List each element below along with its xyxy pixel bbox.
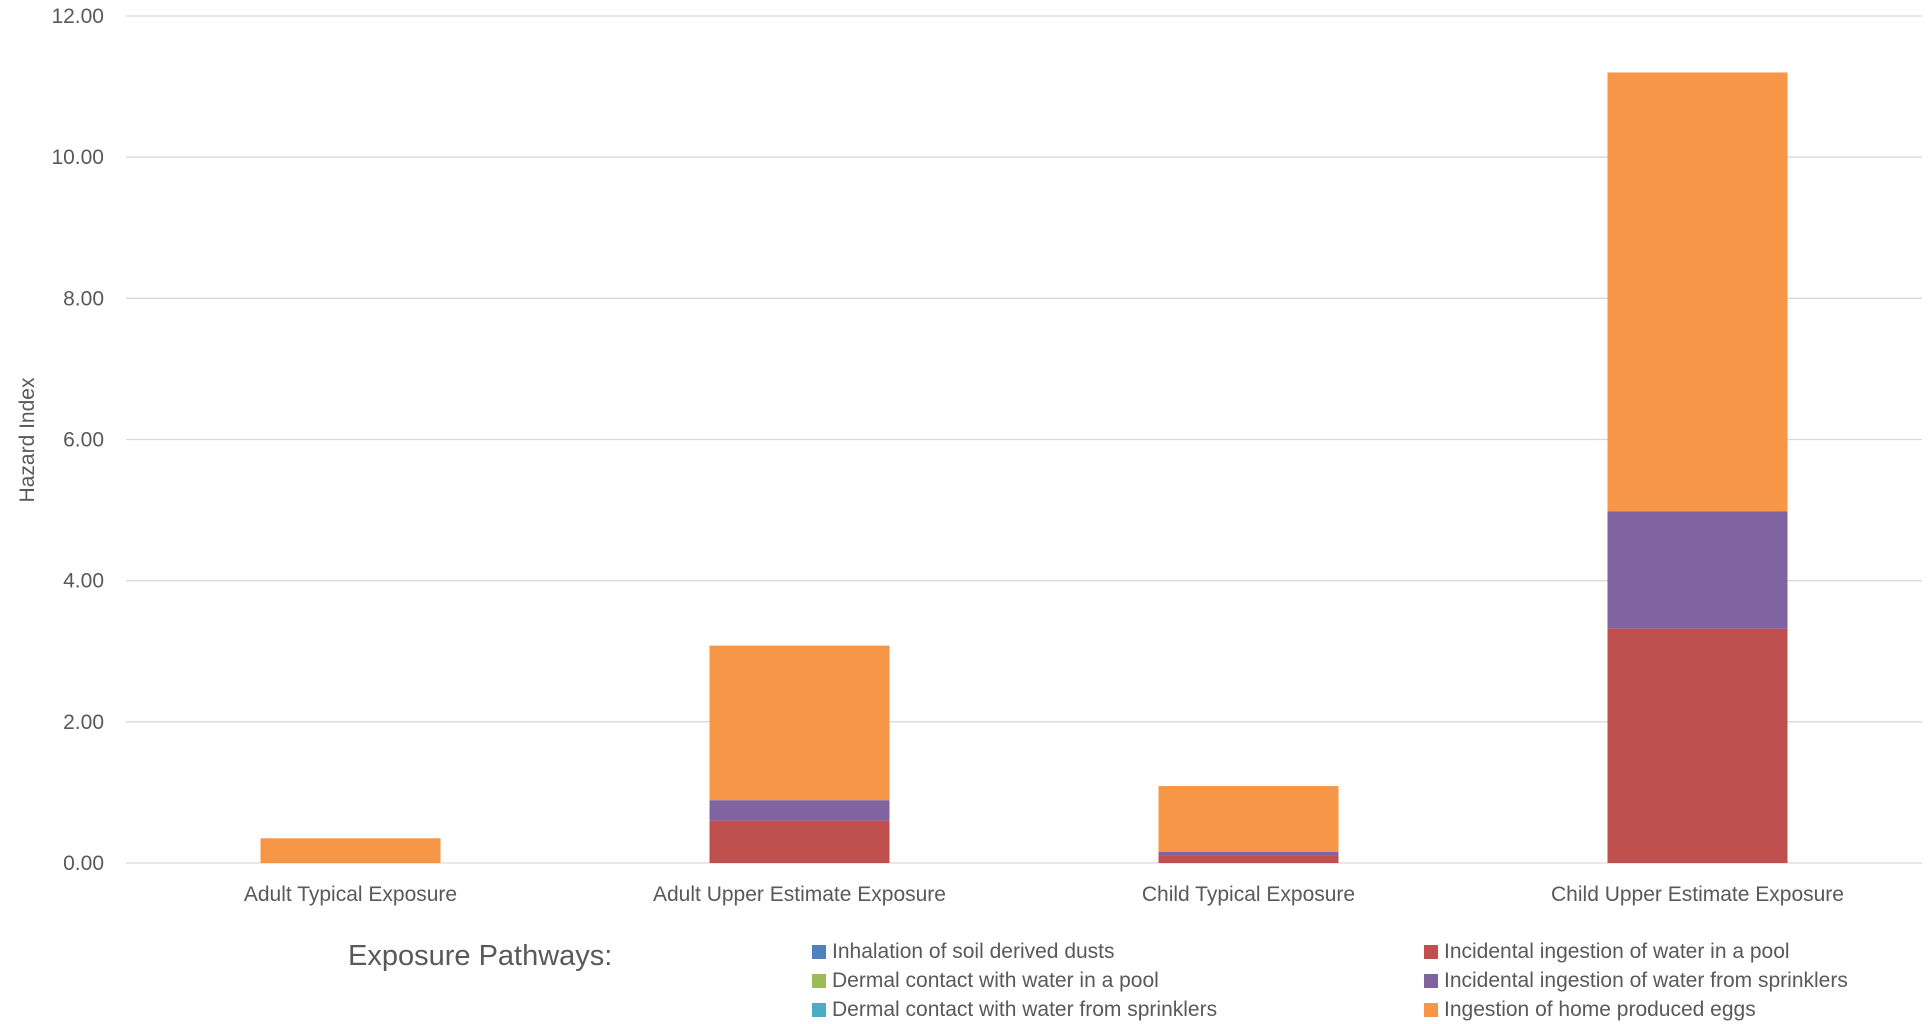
legend-swatch xyxy=(1424,945,1438,959)
bar-segment xyxy=(709,820,890,863)
y-axis-tick-labels: 0.00 2.00 4.00 6.00 8.00 10.00 12.00 xyxy=(51,5,104,875)
x-tick-label: Child Upper Estimate Exposure xyxy=(1551,883,1844,906)
bar-segment xyxy=(709,645,890,801)
legend-item: Incidental ingestion of water from sprin… xyxy=(1424,969,1848,993)
bar-stacks xyxy=(260,72,1788,863)
legend-label: Incidental ingestion of water in a pool xyxy=(1444,940,1790,963)
bar-segment xyxy=(1607,511,1788,629)
legend-label: Incidental ingestion of water from sprin… xyxy=(1444,969,1848,992)
legend-item: Dermal contact with water in a pool xyxy=(812,969,1159,993)
legend-label: Dermal contact with water in a pool xyxy=(832,969,1159,992)
x-tick-label: Adult Upper Estimate Exposure xyxy=(653,883,946,906)
legend-item: Inhalation of soil derived dusts xyxy=(812,940,1115,964)
bar-segment xyxy=(1158,851,1339,856)
legend: Inhalation of soil derived dusts Dermal c… xyxy=(812,940,1912,1024)
legend-label: Inhalation of soil derived dusts xyxy=(832,940,1115,963)
bar-segment xyxy=(260,838,441,863)
bar-segment xyxy=(709,800,890,821)
legend-label: Ingestion of home produced eggs xyxy=(1444,998,1756,1021)
gridlines xyxy=(126,15,1922,864)
legend-item: Ingestion of home produced eggs xyxy=(1424,998,1756,1022)
y-tick-label: 4.00 xyxy=(63,570,104,593)
bar-segment xyxy=(1158,786,1339,852)
y-tick-label: 0.00 xyxy=(63,852,104,875)
bar-segment xyxy=(1607,72,1788,512)
y-tick-label: 6.00 xyxy=(63,429,104,452)
bar-segment xyxy=(1607,628,1788,863)
y-axis-title: Hazard Index xyxy=(16,377,39,502)
x-tick-label: Child Typical Exposure xyxy=(1142,883,1355,906)
legend-item: Dermal contact with water from sprinkler… xyxy=(812,998,1217,1022)
legend-title: Exposure Pathways: xyxy=(348,940,613,972)
legend-swatch xyxy=(1424,974,1438,988)
legend-label: Dermal contact with water from sprinkler… xyxy=(832,998,1218,1021)
x-axis-tick-labels: Adult Typical Exposure Adult Upper Estima… xyxy=(244,883,1844,906)
legend-swatch xyxy=(812,1003,826,1017)
y-tick-label: 8.00 xyxy=(63,287,104,310)
legend-swatch xyxy=(1424,1003,1438,1017)
legend-swatch xyxy=(812,974,826,988)
y-tick-label: 12.00 xyxy=(51,5,104,28)
legend-item: Incidental ingestion of water in a pool xyxy=(1424,940,1790,964)
x-tick-label: Adult Typical Exposure xyxy=(244,883,457,906)
y-tick-label: 2.00 xyxy=(63,711,104,734)
legend-swatch xyxy=(812,945,826,959)
bar-segment xyxy=(1158,855,1339,863)
y-tick-label: 10.00 xyxy=(51,146,104,169)
